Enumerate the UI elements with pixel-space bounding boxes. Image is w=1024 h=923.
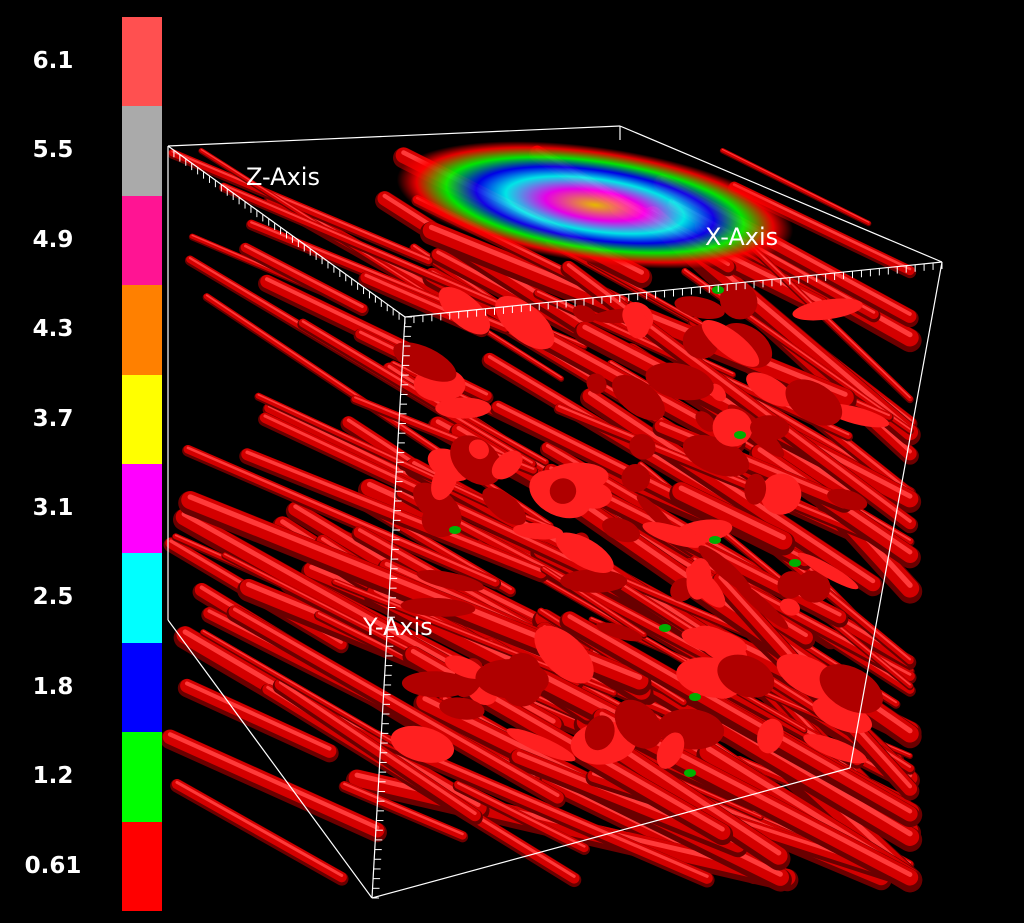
z-axis-label: Z-Axis: [246, 163, 320, 191]
legend-label: 0.61: [24, 852, 82, 879]
legend-swatch: [122, 374, 162, 464]
isosurface-tubes: [160, 145, 923, 893]
legend-swatch: [122, 17, 162, 107]
legend-swatch: [122, 821, 162, 911]
legend-label: 3.1: [32, 495, 74, 521]
color-legend: 6.1 5.5 4.9 4.3 3.7 3.1 2.5 1.8 1.2 0.61: [0, 0, 170, 923]
legend-swatch: [122, 732, 162, 822]
legend-swatch: [122, 553, 162, 643]
y-axis-label: Y-Axis: [363, 613, 433, 641]
legend-label: 2.5: [32, 584, 74, 611]
legend-label: 1.2: [32, 763, 74, 790]
legend-swatch: [122, 285, 162, 375]
legend-label: 3.7: [32, 405, 74, 432]
legend-label: 4.3: [32, 316, 74, 343]
legend-swatch: [122, 642, 162, 733]
legend-label: 5.5: [32, 137, 74, 164]
axis-ticks: [167, 146, 943, 899]
legend-label: 6.1: [32, 48, 74, 74]
legend-swatch: [122, 195, 162, 286]
legend-label: 4.9: [32, 226, 74, 253]
x-axis-label: X-Axis: [705, 223, 779, 251]
legend-label: 1.8: [32, 673, 74, 700]
top-isosurface-patch: [396, 141, 794, 269]
legend-swatch: [122, 106, 162, 196]
legend-swatch: [122, 464, 162, 554]
